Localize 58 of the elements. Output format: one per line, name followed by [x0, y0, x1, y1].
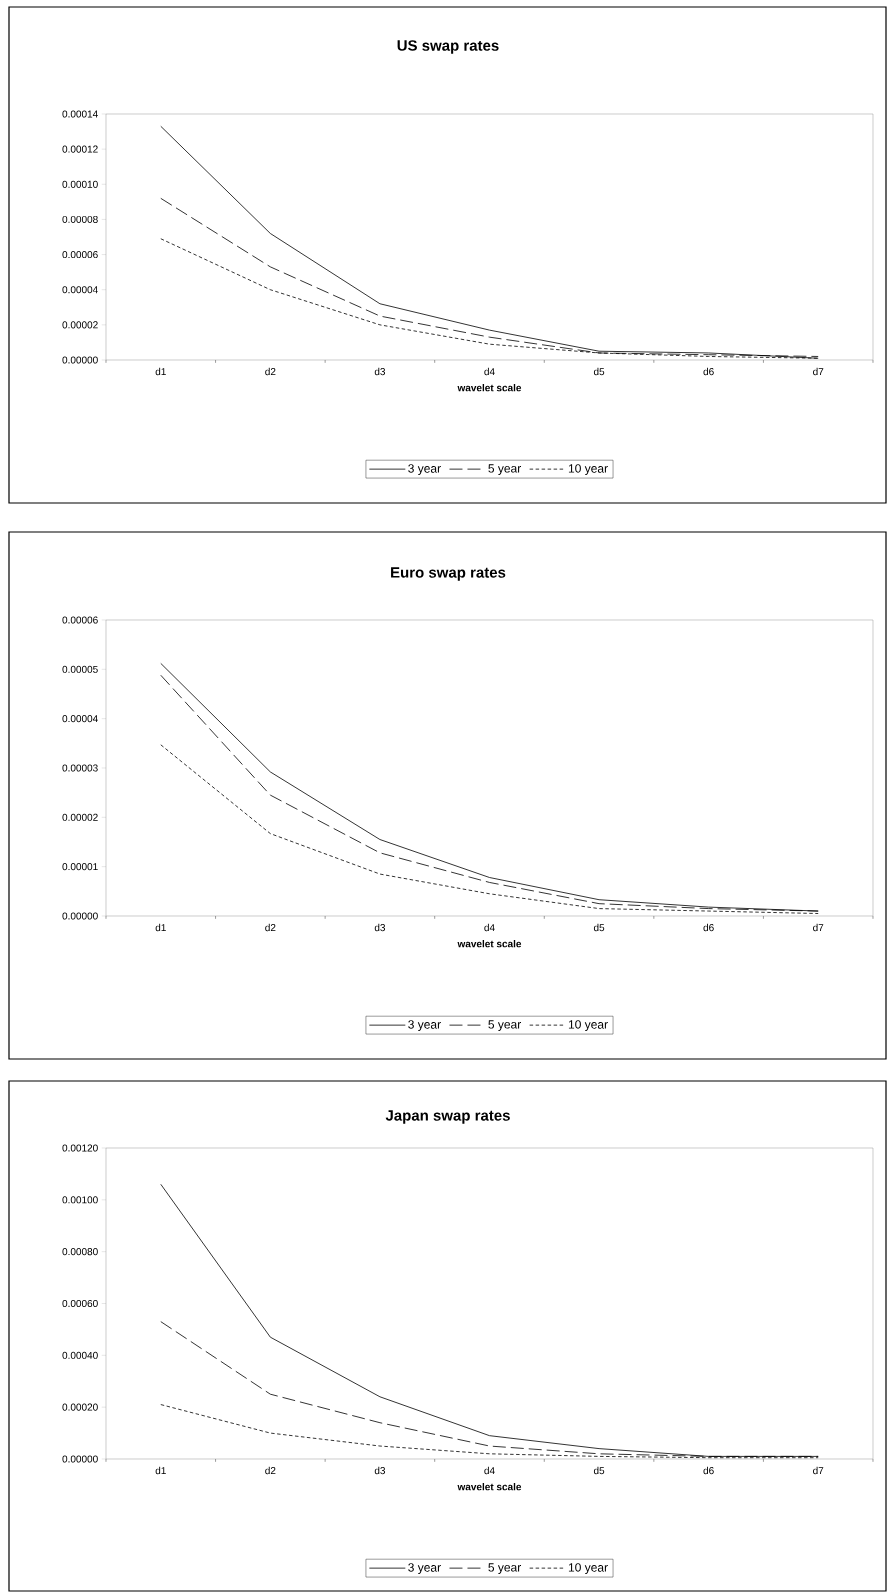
chart-title: Euro swap rates: [391, 567, 506, 581]
legend-label: 3 year: [408, 1563, 441, 1575]
x-tick-label: d6: [703, 367, 714, 376]
y-tick-label: 0.00006: [62, 251, 98, 259]
y-tick-label: 0.00004: [62, 286, 98, 294]
y-tick-label: 0.00001: [62, 863, 98, 871]
y-tick-label: 0.00120: [62, 1144, 98, 1152]
legend-label: 3 year: [408, 464, 441, 476]
legend-label: 3 year: [408, 1020, 441, 1032]
y-tick-label: 0.00008: [62, 215, 98, 223]
x-tick-label: d5: [593, 1466, 605, 1475]
y-tick-label: 0.00000: [62, 356, 98, 364]
x-tick-label: d7: [813, 1466, 824, 1475]
legend-label: 5 year: [488, 1020, 522, 1031]
x-tick-label: d4: [484, 923, 495, 932]
x-tick-label: d1: [155, 1466, 166, 1475]
legend-label: 5 year: [488, 464, 522, 475]
x-tick-label: d2: [265, 923, 276, 932]
y-tick-label: 0.00020: [62, 1403, 98, 1411]
y-tick-label: 0.00005: [62, 665, 98, 673]
x-axis-title: wavelet scale: [457, 384, 522, 392]
x-tick-label: d4: [484, 367, 495, 376]
x-tick-label: d5: [593, 923, 605, 932]
x-tick-label: d1: [155, 367, 166, 376]
x-tick-label: d2: [265, 1466, 276, 1475]
y-tick-label: 0.00012: [62, 145, 98, 153]
x-tick-label: d6: [703, 923, 714, 932]
y-tick-label: 0.00004: [62, 715, 98, 723]
chart-title: Japan swap rates: [385, 1110, 510, 1124]
x-tick-label: d4: [484, 1466, 495, 1475]
y-tick-label: 0.00000: [62, 912, 98, 920]
y-tick-label: 0.00080: [62, 1248, 98, 1256]
x-tick-label: d5: [593, 367, 605, 376]
y-tick-label: 0.00100: [62, 1196, 98, 1204]
y-tick-label: 0.00003: [62, 764, 98, 772]
x-tick-label: d3: [374, 923, 386, 932]
y-tick-label: 0.00060: [62, 1299, 98, 1308]
x-tick-label: d1: [155, 923, 166, 932]
x-axis-title: wavelet scale: [457, 1483, 522, 1491]
chart-title: US swap rates: [397, 40, 499, 54]
y-tick-label: 0.00040: [62, 1351, 98, 1359]
y-tick-label: 0.00002: [62, 321, 98, 329]
y-tick-label: 0.00000: [62, 1455, 98, 1463]
legend-label: 10 year: [568, 1020, 608, 1032]
x-tick-label: d2: [265, 367, 276, 376]
y-tick-label: 0.00006: [62, 616, 98, 624]
x-axis-title: wavelet scale: [457, 940, 522, 948]
x-tick-label: d3: [374, 1466, 386, 1475]
x-tick-label: d3: [374, 367, 386, 376]
y-tick-label: 0.00014: [62, 110, 98, 118]
x-tick-label: d6: [703, 1466, 714, 1475]
legend-label: 5 year: [488, 1563, 522, 1574]
legend-label: 10 year: [568, 464, 608, 476]
x-tick-label: d7: [813, 367, 824, 376]
x-tick-label: d7: [813, 923, 824, 932]
y-tick-label: 0.00002: [62, 813, 98, 821]
y-tick-label: 0.00010: [62, 180, 98, 188]
legend-label: 10 year: [568, 1563, 608, 1575]
